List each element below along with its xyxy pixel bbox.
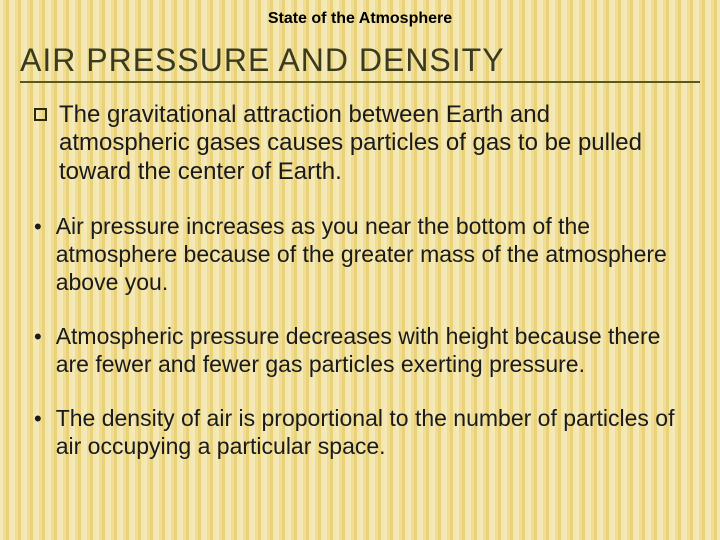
slide-title: AIR PRESSURE AND DENSITY [20,42,700,83]
bullet-text: Air pressure increases as you near the b… [56,212,686,296]
header-text: State of the Atmosphere [268,10,452,27]
lead-text: The gravitational attraction between Ear… [59,101,686,186]
list-item: • The density of air is proportional to … [34,404,686,460]
list-item: • Air pressure increases as you near the… [34,212,686,296]
bullet-text: The density of air is proportional to th… [56,404,686,460]
bullet-dot-icon: • [34,406,42,433]
bullet-text: Atmospheric pressure decreases with heig… [56,322,686,378]
slide-header: State of the Atmosphere [0,0,720,34]
bullet-dot-icon: • [34,214,42,241]
bullet-dot-icon: • [34,324,42,351]
slide: State of the Atmosphere AIR PRESSURE AND… [0,0,720,540]
list-item: • Atmospheric pressure decreases with he… [34,322,686,378]
bullet-list: • Air pressure increases as you near the… [34,212,686,460]
checkbox-bullet-icon [34,108,47,121]
lead-paragraph: The gravitational attraction between Ear… [34,101,686,186]
slide-content: The gravitational attraction between Ear… [0,83,720,460]
